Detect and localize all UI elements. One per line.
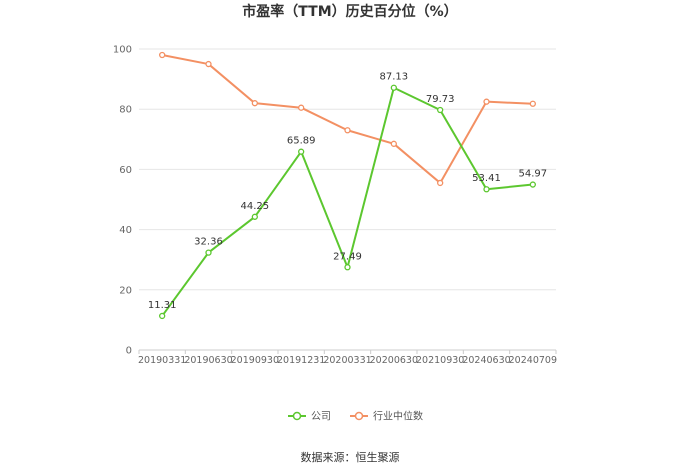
y-tick-label-80: 80 <box>119 105 132 116</box>
data-point <box>529 100 536 107</box>
legend-item-行业中位数: 行业中位数 <box>350 410 423 423</box>
x-tick-label-20190930: 20190930 <box>231 355 279 366</box>
legend-label: 公司 <box>311 412 331 423</box>
y-tick-label-0: 0 <box>126 346 132 357</box>
series-行业中位数 <box>159 51 536 187</box>
x-tick-label-20190630: 20190630 <box>184 355 232 366</box>
data-point <box>205 249 212 256</box>
legend-marker <box>354 411 364 421</box>
data-point <box>483 186 490 193</box>
series-公司: 11.31 32.36 44.25 65.89 27.49 87.13 79.73 53.41… <box>148 72 548 320</box>
data-point <box>298 148 305 155</box>
series-line-行业中位数 <box>161 54 533 184</box>
x-tick-label-20191231: 20191231 <box>277 355 325 366</box>
x-tick-label-20200630: 20200630 <box>370 355 418 366</box>
data-point <box>437 179 444 187</box>
series-line-公司 <box>161 86 533 317</box>
source-note: 数据来源：恒生聚源 <box>301 450 400 464</box>
data-label: 79.73 <box>426 94 455 105</box>
data-point <box>390 140 397 147</box>
legend-item-公司: 公司 <box>288 412 331 423</box>
data-label: 44.25 <box>241 201 270 212</box>
y-tick-label-40: 40 <box>119 225 132 236</box>
chart-title: 市盈率（TTM）历史百分位（%） <box>242 3 457 20</box>
legend-marker <box>292 411 302 421</box>
data-label: 32.36 <box>194 237 223 248</box>
data-point <box>159 51 166 59</box>
series-layer: 11.31 32.36 44.25 65.89 27.49 87.13 79.73 53.41… <box>148 51 548 320</box>
x-tick-label-20240630: 20240630 <box>462 355 510 366</box>
data-label: 65.89 <box>287 136 316 147</box>
data-point <box>251 100 258 107</box>
grid-lines <box>139 48 556 351</box>
data-point <box>529 181 536 188</box>
legend-label: 行业中位数 <box>373 410 423 423</box>
data-point <box>483 98 490 105</box>
data-point <box>344 127 351 134</box>
x-tick-label-20200331: 20200331 <box>323 355 371 366</box>
data-point <box>344 264 351 271</box>
data-label: 11.31 <box>148 300 177 311</box>
y-tick-label-20: 20 <box>119 285 132 296</box>
y-tick-label-60: 60 <box>119 165 132 176</box>
x-tick-label-20210930: 20210930 <box>416 355 464 366</box>
x-tick-label-20240709: 20240709 <box>509 355 557 366</box>
y-tick-label-100: 100 <box>113 45 132 56</box>
data-point <box>205 60 212 68</box>
data-point <box>159 312 166 320</box>
x-axis: 2019033120190630201909302019123120200331… <box>138 349 557 366</box>
data-point <box>251 213 258 220</box>
data-point <box>437 106 444 114</box>
data-point <box>298 104 305 111</box>
data-label: 27.49 <box>333 251 362 262</box>
legend: 公司 行业中位数 <box>288 410 423 423</box>
y-axis-ticks: 0 20 40 60 80 100 <box>113 45 132 357</box>
x-tick-label-20190331: 20190331 <box>138 355 186 366</box>
data-label: 54.97 <box>519 169 548 180</box>
data-point <box>390 84 397 91</box>
data-label: 87.13 <box>380 72 409 83</box>
data-label: 53.41 <box>472 173 501 184</box>
